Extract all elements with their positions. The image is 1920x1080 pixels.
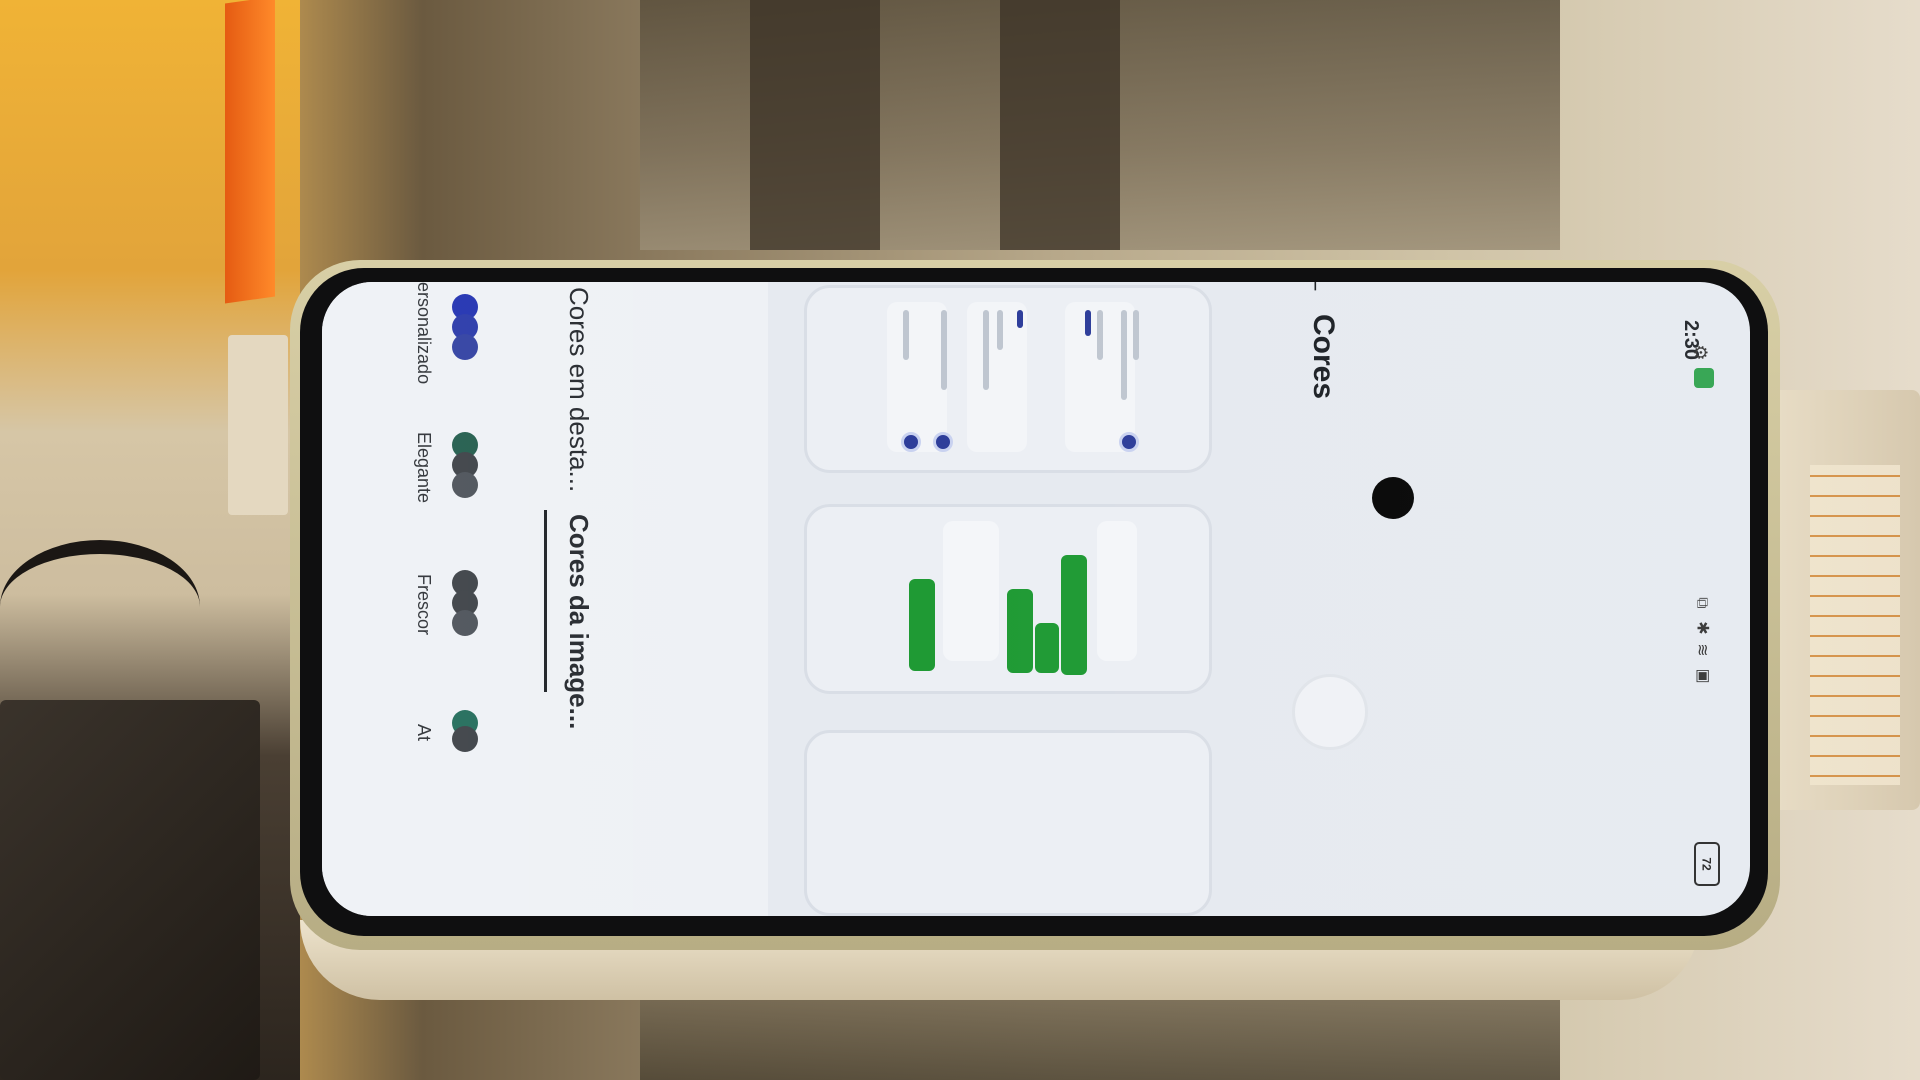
back-arrow-icon[interactable]: ←	[1299, 282, 1342, 298]
swatch-label-at: At	[414, 724, 434, 742]
nfc-icon: ⧉	[1693, 597, 1711, 609]
swatch-label-elegante: Elegante	[414, 432, 434, 504]
preview-line	[1097, 310, 1103, 360]
tab-image-colors[interactable]: Cores da image...	[564, 514, 594, 730]
background-cable	[0, 540, 200, 674]
preview-accent-line	[1085, 310, 1091, 336]
swatch-elegante[interactable]	[452, 432, 482, 502]
background-post	[1000, 0, 1120, 250]
preview-line	[983, 310, 989, 390]
settings-status-icon: ⚙	[1690, 344, 1711, 361]
preview-panel	[943, 521, 999, 661]
preview-card-3[interactable]	[804, 730, 1212, 916]
preview-green-bar	[1007, 589, 1033, 673]
preview-panel	[887, 302, 947, 452]
tab-featured-colors[interactable]: Cores em desta...	[564, 287, 594, 493]
phone-screen: 2:30 ⚙ ⧉ ✱ ≋ ▣ 72 ← Cores Co	[322, 282, 1750, 916]
preview-line	[903, 310, 909, 360]
swatch-frescor[interactable]	[452, 570, 482, 640]
swatch-at[interactable]	[452, 710, 482, 752]
background-post	[750, 0, 880, 250]
preview-toggle-dot	[1119, 432, 1139, 452]
front-camera	[1372, 477, 1414, 519]
wifi-icon: ≋	[1693, 643, 1711, 657]
phone-mount-clip	[228, 335, 288, 515]
tab-active-indicator	[544, 510, 547, 692]
background-label	[1810, 465, 1900, 785]
preview-green-bar	[1035, 623, 1059, 673]
background-flag	[225, 0, 275, 304]
preview-line	[941, 310, 947, 390]
signal-icon: ▣	[1694, 668, 1712, 684]
preview-card-blue[interactable]	[804, 285, 1212, 473]
bluetooth-icon: ✱	[1693, 621, 1711, 635]
swatch-color	[452, 610, 478, 636]
preview-card-green[interactable]	[804, 504, 1212, 694]
swatch-color	[452, 334, 478, 360]
preview-toggle-dot	[901, 432, 921, 452]
app-status-icon	[1694, 368, 1714, 388]
swatch-label-frescor: Frescor	[414, 574, 434, 636]
preview-green-bar	[1061, 555, 1087, 675]
swatch-personalizado[interactable]	[452, 294, 482, 364]
swatch-color	[452, 726, 478, 752]
swatch-label-personalizado: Personalizado	[414, 282, 434, 385]
preview-line	[1133, 310, 1139, 360]
preview-accent-line	[1017, 310, 1023, 328]
preview-green-bar	[909, 579, 935, 671]
battery-level: 72	[1699, 857, 1714, 871]
swatch-color	[452, 472, 478, 498]
preview-line	[997, 310, 1003, 350]
floating-button[interactable]	[1292, 674, 1368, 750]
battery-icon: 72	[1694, 842, 1720, 886]
preview-toggle-dot	[933, 432, 953, 452]
background-device	[0, 700, 260, 1080]
preview-line	[1121, 310, 1127, 400]
preview-panel	[1097, 521, 1137, 661]
page-title: Cores	[1307, 314, 1340, 400]
